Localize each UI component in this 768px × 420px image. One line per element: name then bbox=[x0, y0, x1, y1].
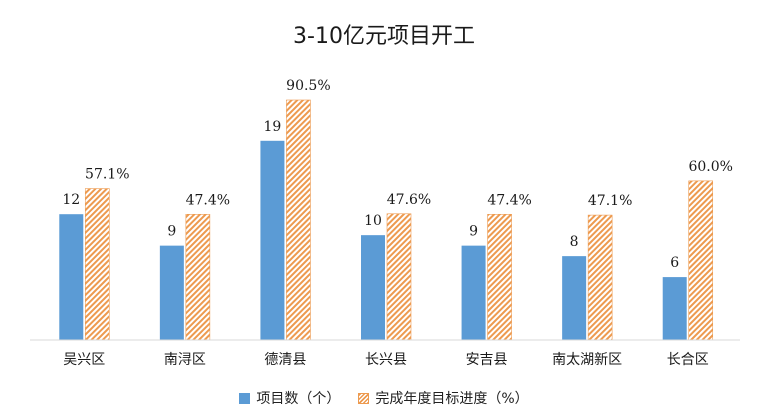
legend-swatch-progress bbox=[358, 392, 370, 404]
bar-progress bbox=[688, 180, 714, 341]
bar-projects bbox=[159, 245, 184, 340]
bar-progress bbox=[84, 188, 110, 341]
legend-item-projects: 项目数（个） bbox=[239, 388, 340, 408]
data-label-projects: 9 bbox=[167, 224, 176, 240]
data-label-progress: 57.1% bbox=[85, 167, 129, 183]
data-label-progress: 47.6% bbox=[387, 192, 431, 208]
category-label: 德清县 bbox=[264, 352, 306, 368]
legend-label-progress: 完成年度目标进度（%） bbox=[375, 391, 529, 407]
bar-projects bbox=[59, 214, 84, 340]
bar-projects bbox=[562, 256, 587, 340]
data-label-projects: 8 bbox=[570, 234, 579, 250]
data-label-projects: 12 bbox=[62, 192, 80, 208]
data-label-projects: 10 bbox=[364, 213, 382, 229]
data-label-projects: 19 bbox=[264, 119, 282, 135]
bar-progress bbox=[386, 213, 412, 341]
category-label: 安吉县 bbox=[466, 352, 508, 368]
bar-progress bbox=[587, 214, 613, 341]
bars-group: 12 57.1% 9 47.4% 19 90.5% 10 47.6% 9 47.4% 8 47.1% 6… bbox=[59, 78, 733, 341]
bar-projects bbox=[361, 235, 385, 340]
category-label: 南太湖新区 bbox=[552, 352, 622, 368]
bar-projects bbox=[662, 277, 687, 340]
data-label-projects: 6 bbox=[670, 255, 679, 271]
category-labels: 吴兴区 南浔区 德清县 长兴县 安吉县 南太湖新区 长合区 bbox=[63, 352, 708, 368]
legend-label-projects: 项目数（个） bbox=[256, 391, 341, 407]
category-label: 长兴县 bbox=[365, 352, 407, 368]
bar-progress bbox=[487, 213, 512, 341]
data-label-progress: 47.1% bbox=[588, 193, 632, 209]
data-label-progress: 60.0% bbox=[688, 159, 732, 175]
bar-progress bbox=[185, 213, 211, 341]
data-label-projects: 9 bbox=[469, 224, 478, 240]
category-label: 长合区 bbox=[667, 352, 709, 368]
bar-progress bbox=[286, 99, 311, 341]
category-label: 南浔区 bbox=[164, 352, 206, 368]
data-label-progress: 47.4% bbox=[487, 192, 531, 208]
chart-title: 3-10亿元项目开工 bbox=[293, 24, 475, 49]
bar-projects bbox=[260, 140, 285, 340]
legend-item-progress: 完成年度目标进度（%） bbox=[358, 388, 529, 408]
data-label-progress: 90.5% bbox=[286, 78, 330, 94]
data-label-progress: 47.4% bbox=[186, 192, 230, 208]
legend-swatch-projects bbox=[239, 392, 251, 404]
bar-projects bbox=[461, 245, 486, 340]
legend: 项目数（个） 完成年度目标进度（%） bbox=[0, 388, 768, 408]
category-label: 吴兴区 bbox=[63, 352, 105, 368]
